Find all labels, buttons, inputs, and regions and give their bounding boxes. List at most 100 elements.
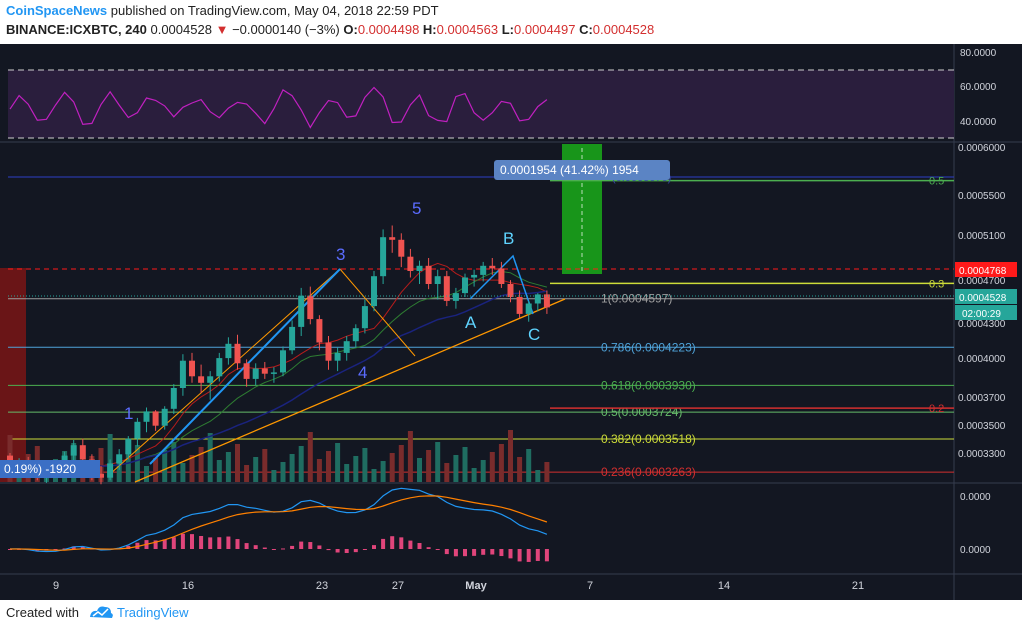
symbol-label[interactable]: BINANCE:ICXBTC, 240 (6, 22, 147, 37)
volume-bar-44 (407, 431, 413, 482)
candle-35 (325, 342, 332, 361)
chart-area[interactable]: 80.0000 60.0000 40.0000 1(0.0004597) 0.78… (0, 44, 1022, 600)
wave-label-5: 5 (412, 199, 421, 218)
chart-svg[interactable]: 80.0000 60.0000 40.0000 1(0.0004597)0.78… (0, 44, 1022, 600)
volume-bar-15 (144, 466, 149, 482)
left-range-box (0, 268, 26, 482)
high-label: H: (422, 22, 437, 37)
macd-tick-bottom: 0.0000 (960, 545, 991, 556)
macd-hist-44 (408, 540, 413, 549)
price-tick-5: 0.0004300 (958, 319, 1006, 330)
volume-bar-49 (453, 455, 459, 482)
macd-line (9, 487, 548, 553)
macd-hist-46 (426, 547, 431, 549)
macd-hist-56 (517, 549, 522, 562)
volume-bar-48 (444, 463, 450, 482)
low-label: L: (501, 22, 514, 37)
tradingview-logo-icon[interactable] (88, 603, 114, 621)
macd-hist-21 (199, 535, 204, 549)
published-text: published on TradingView.com, May 04, 20… (107, 3, 439, 18)
volume-bar-18 (171, 442, 177, 482)
candle-59 (543, 294, 550, 308)
volume-bar-22 (207, 433, 213, 482)
fib-label-5: 0.236(0.0003263) (601, 465, 696, 479)
macd-hist-37 (344, 549, 349, 554)
price-tick-4: 0.0004700 (958, 276, 1006, 287)
fib-retracement-lines: 1(0.0004597) 0.786(0.0004223) 0.618(0.0003… (8, 292, 954, 479)
candle-38 (352, 328, 359, 342)
candle-31 (289, 326, 296, 351)
low-value: 0.0004497 (514, 22, 576, 37)
candle-14 (134, 421, 141, 439)
candle-33 (307, 295, 314, 320)
badge-last (955, 289, 1017, 304)
macd-hist-8 (80, 546, 85, 549)
macd-hist-22 (208, 537, 213, 549)
publisher-name[interactable]: CoinSpaceNews (6, 3, 108, 18)
wave-label-b: B (503, 229, 514, 248)
price-tick-7: 0.0003700 (958, 393, 1006, 404)
time-tick-2: 23 (316, 580, 328, 592)
macd-hist-32 (299, 541, 304, 549)
time-tick-4: May (465, 580, 487, 592)
fib-label-4: 0.382(0.0003518) (601, 432, 696, 446)
candle-43 (398, 239, 405, 257)
candle-45 (416, 265, 423, 271)
volume-bar-14 (134, 445, 140, 482)
rsi-tick-80: 80.0000 (960, 48, 997, 59)
macd-hist-38 (353, 549, 358, 553)
candle-21 (198, 376, 205, 383)
candles (7, 225, 550, 485)
macd-hist-55 (508, 549, 513, 559)
macd-histogram (8, 533, 549, 562)
macd-hist-7 (71, 546, 76, 549)
volume-bar-33 (307, 432, 313, 482)
wave-label-a: A (465, 313, 477, 332)
candle-58 (534, 294, 541, 304)
volume-bar-17 (162, 450, 168, 482)
price-tick-3: 0.0005100 (958, 231, 1006, 242)
candle-8 (79, 445, 86, 460)
macd-hist-52 (481, 549, 486, 555)
candle-54 (498, 268, 505, 284)
chart-header: CoinSpaceNews published on TradingView.c… (0, 0, 1022, 44)
candle-13 (125, 438, 132, 455)
macd-hist-51 (472, 549, 477, 556)
volume-bar-38 (353, 456, 359, 482)
volume-bar-24 (225, 452, 231, 482)
volume-bar-21 (198, 447, 204, 482)
close-label: C: (579, 22, 593, 37)
publish-line: CoinSpaceNews published on TradingView.c… (6, 3, 439, 18)
candle-49 (452, 293, 459, 301)
candle-44 (407, 256, 414, 271)
price-tick-6: 0.0004000 (958, 354, 1006, 365)
time-axis: 9 16 23 27 May 7 14 21 (53, 580, 864, 592)
price-tick-1: 0.0006000 (958, 143, 1006, 154)
candle-51 (471, 274, 478, 278)
time-tick-3: 27 (392, 580, 404, 592)
candle-56 (516, 297, 523, 314)
macd-hist-16 (153, 540, 158, 549)
right-fib-lines: 0.5 0.3 0.2 (550, 176, 954, 415)
right-fib-label-2: 0.2 (929, 403, 944, 415)
volume-bar-32 (298, 446, 304, 482)
macd-hist-49 (453, 549, 458, 557)
ohlc-line: BINANCE:ICXBTC, 240 0.0004528 ▼ −0.00001… (6, 22, 654, 37)
volume-bar-41 (380, 461, 386, 482)
volume-bar-54 (498, 444, 504, 482)
candle-34 (316, 319, 323, 343)
candle-19 (179, 360, 186, 388)
candle-42 (389, 237, 396, 240)
time-tick-5: 7 (587, 580, 593, 592)
close-value: 0.0004528 (592, 22, 655, 37)
macd-hist-5 (53, 549, 58, 551)
wave-label-4: 4 (358, 363, 367, 382)
macd-hist-43 (399, 537, 404, 549)
macd-hist-17 (162, 539, 167, 549)
ma-green-line (9, 270, 548, 471)
candle-25 (234, 343, 241, 364)
macd-hist-50 (463, 549, 467, 557)
macd-hist-42 (390, 536, 395, 549)
tradingview-brand[interactable]: TradingView (117, 605, 189, 620)
candle-39 (361, 306, 368, 329)
